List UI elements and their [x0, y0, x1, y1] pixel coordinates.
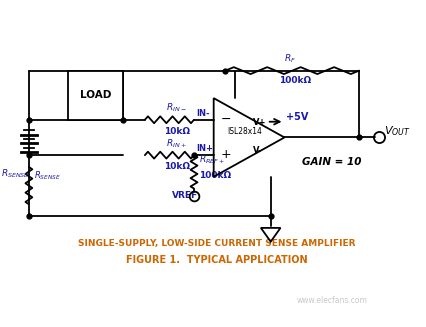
Text: 10kΩ: 10kΩ	[164, 127, 190, 135]
Text: www.elecfans.com: www.elecfans.com	[296, 296, 367, 304]
Text: IN-: IN-	[196, 109, 210, 118]
Text: 100kΩ: 100kΩ	[199, 171, 231, 180]
Text: VREF: VREF	[173, 191, 199, 200]
Text: $R_{IN-}$: $R_{IN-}$	[166, 102, 186, 114]
Text: $-$: $-$	[219, 112, 231, 125]
Text: LOAD: LOAD	[80, 90, 112, 100]
Text: $R_{SENSE}$: $R_{SENSE}$	[34, 169, 61, 182]
Text: FIGURE 1.  TYPICAL APPLICATION: FIGURE 1. TYPICAL APPLICATION	[126, 255, 308, 265]
Text: $R_F$: $R_F$	[285, 53, 296, 65]
Text: 100kΩ: 100kΩ	[279, 77, 311, 85]
Text: +5V: +5V	[286, 112, 309, 122]
Text: IN+: IN+	[196, 144, 213, 153]
Text: V+: V+	[253, 118, 267, 127]
Text: GAIN = 10: GAIN = 10	[302, 157, 362, 167]
Text: $R_{SENSE}$: $R_{SENSE}$	[0, 167, 29, 180]
Text: ISL28x14: ISL28x14	[227, 127, 262, 135]
Text: 10kΩ: 10kΩ	[164, 162, 190, 171]
Bar	[68, 71, 123, 120]
Text: $V_{OUT}$: $V_{OUT}$	[384, 125, 410, 138]
Text: V-: V-	[253, 146, 262, 155]
Text: $+$: $+$	[219, 148, 231, 161]
Text: $R_{IN+}$: $R_{IN+}$	[166, 137, 186, 150]
Text: SINGLE-SUPPLY, LOW-SIDE CURRENT SENSE AMPLIFIER: SINGLE-SUPPLY, LOW-SIDE CURRENT SENSE AM…	[78, 239, 355, 248]
Text: $R_{REF+}$: $R_{REF+}$	[199, 153, 225, 165]
